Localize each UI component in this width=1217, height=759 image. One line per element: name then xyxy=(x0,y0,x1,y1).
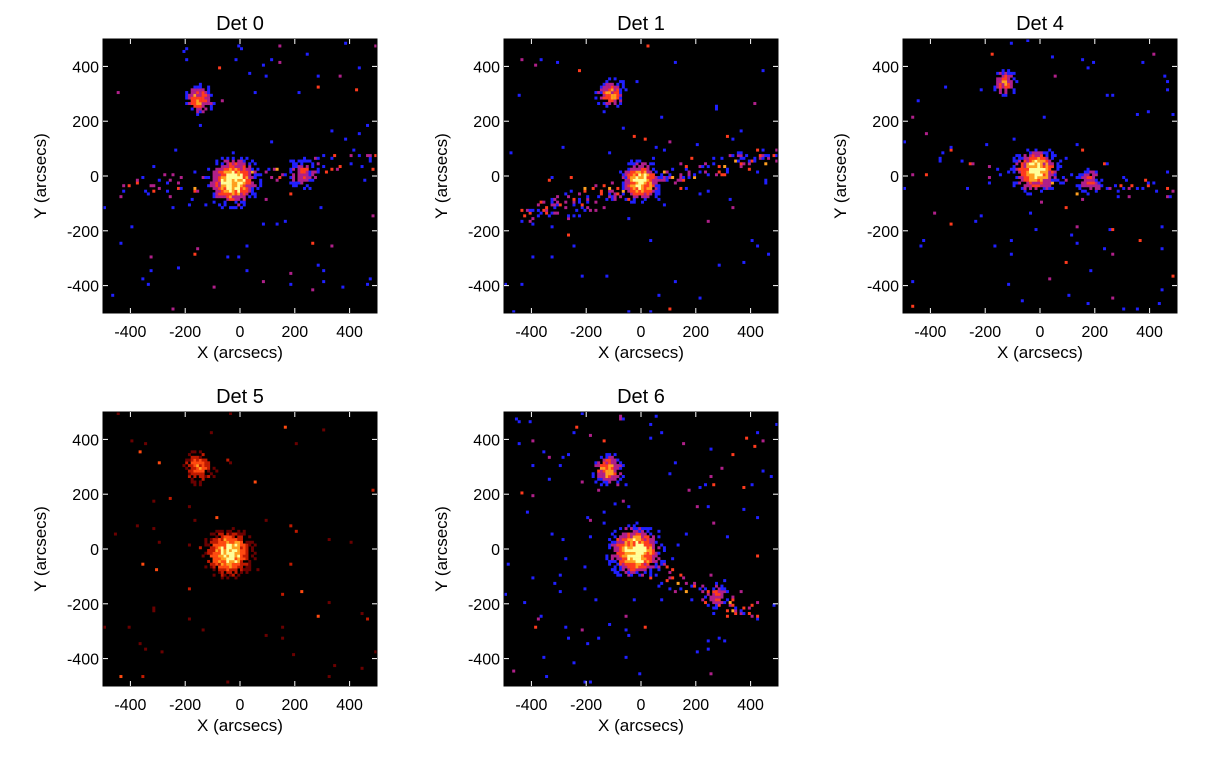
x-tick-label: 200 xyxy=(682,324,709,341)
x-tick-label: 200 xyxy=(281,324,308,341)
x-tick-label: -200 xyxy=(969,324,1001,341)
panel-title: Det 1 xyxy=(617,13,665,35)
y-tick-label: 0 xyxy=(491,169,500,186)
y-tick-label: -400 xyxy=(67,652,99,669)
x-axis-label: X (arcsecs) xyxy=(197,343,283,362)
y-tick-label: -400 xyxy=(867,279,899,296)
panel-title: Det 0 xyxy=(216,13,264,35)
x-axis-label: X (arcsecs) xyxy=(197,716,283,735)
y-tick-label: 0 xyxy=(90,169,99,186)
x-tick-label: -200 xyxy=(570,324,602,341)
x-tick-label: -200 xyxy=(169,697,201,714)
y-tick-label: 400 xyxy=(72,432,99,449)
x-tick-label: 200 xyxy=(281,697,308,714)
y-tick-label: -400 xyxy=(468,279,500,296)
image-pixels xyxy=(103,412,378,684)
x-tick-label: -400 xyxy=(914,324,946,341)
panel-title: Det 5 xyxy=(216,386,264,408)
y-tick-label: -200 xyxy=(67,224,99,241)
image-pixels xyxy=(504,412,779,684)
x-axis-label: X (arcsecs) xyxy=(598,343,684,362)
x-tick-label: -400 xyxy=(114,324,146,341)
y-tick-label: 400 xyxy=(72,59,99,76)
y-tick-label: 0 xyxy=(890,169,899,186)
x-tick-label: -200 xyxy=(169,324,201,341)
x-tick-label: 400 xyxy=(737,697,764,714)
x-tick-label: 0 xyxy=(236,324,245,341)
panel-title: Det 6 xyxy=(617,386,665,408)
x-tick-label: -400 xyxy=(515,697,547,714)
y-axis-label: Y (arcsecs) xyxy=(432,133,451,219)
image-pixels xyxy=(103,41,378,311)
y-axis-label: Y (arcsecs) xyxy=(31,133,50,219)
y-tick-label: 200 xyxy=(473,114,500,131)
x-tick-label: -200 xyxy=(570,697,602,714)
panel-title: Det 4 xyxy=(1016,13,1064,35)
x-tick-label: 0 xyxy=(637,324,646,341)
y-axis-label: Y (arcsecs) xyxy=(31,506,50,592)
y-tick-label: 400 xyxy=(473,432,500,449)
panel-det-3: Det 5 -400 -200 0 200 400 -400 -200 0 200 400 X (ar… xyxy=(31,386,378,735)
x-axis-label: X (arcsecs) xyxy=(598,716,684,735)
y-tick-label: -200 xyxy=(468,224,500,241)
y-tick-label: 0 xyxy=(491,542,500,559)
y-tick-label: 200 xyxy=(473,487,500,504)
y-axis-label: Y (arcsecs) xyxy=(831,133,850,219)
x-tick-label: 0 xyxy=(1036,324,1045,341)
y-axis-label: Y (arcsecs) xyxy=(432,506,451,592)
y-tick-label: -400 xyxy=(468,652,500,669)
y-tick-label: 200 xyxy=(72,114,99,131)
x-axis-label: X (arcsecs) xyxy=(997,343,1083,362)
x-tick-label: 400 xyxy=(1136,324,1163,341)
x-tick-label: -400 xyxy=(114,697,146,714)
y-tick-label: -400 xyxy=(67,279,99,296)
x-tick-label: 200 xyxy=(682,697,709,714)
panel-det-1: Det 1 -400 -200 0 200 400 -400 -200 0 200 400 X (ar… xyxy=(432,13,779,362)
y-tick-label: 200 xyxy=(872,114,899,131)
y-tick-label: 400 xyxy=(473,59,500,76)
image-pixels xyxy=(903,39,1175,311)
x-tick-label: 0 xyxy=(637,697,646,714)
image-pixels xyxy=(504,44,779,314)
y-tick-label: -200 xyxy=(867,224,899,241)
y-tick-label: 0 xyxy=(90,542,99,559)
panel-det-2: Det 4 -400 -200 0 200 400 -400 -200 0 200 400 X (ar… xyxy=(831,13,1178,362)
y-tick-label: -200 xyxy=(67,597,99,614)
x-tick-label: 400 xyxy=(336,324,363,341)
panel-det-4: Det 6 -400 -200 0 200 400 -400 -200 0 200 400 X (ar… xyxy=(432,386,779,735)
y-tick-label: 400 xyxy=(872,59,899,76)
x-tick-label: -400 xyxy=(515,324,547,341)
panel-det-0: Det 0 -400 -200 0 200 400 -400 -200 0 200 400 X (ar… xyxy=(31,13,378,362)
y-tick-label: -200 xyxy=(468,597,500,614)
x-tick-label: 400 xyxy=(737,324,764,341)
y-tick-label: 200 xyxy=(72,487,99,504)
x-tick-label: 0 xyxy=(236,697,245,714)
x-tick-label: 400 xyxy=(336,697,363,714)
x-tick-label: 200 xyxy=(1081,324,1108,341)
